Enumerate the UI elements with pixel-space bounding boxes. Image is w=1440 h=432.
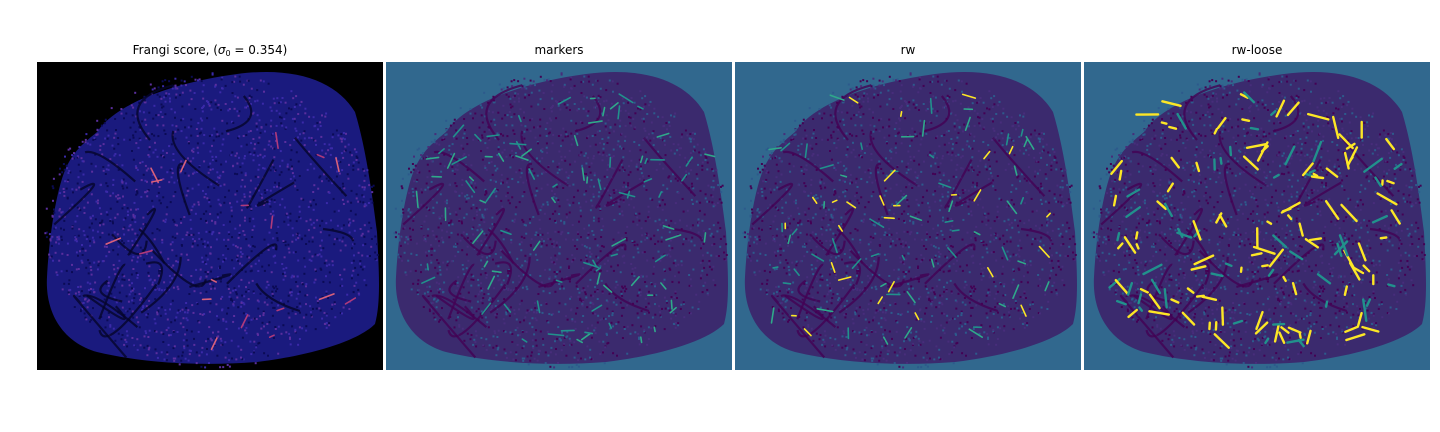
- highlight-streaks: [1108, 91, 1403, 349]
- frangi-score-image: [37, 62, 383, 370]
- frangi-title-suffix: = 0.354): [230, 43, 288, 57]
- frangi-title-subscript: 0: [225, 49, 231, 58]
- rw-canvas: [735, 62, 1081, 370]
- tissue-blob: [46, 71, 380, 364]
- speckle-texture: [742, 72, 1077, 369]
- tissue-blob: [744, 71, 1077, 364]
- highlight-streaks: [105, 131, 357, 351]
- markers-image: [386, 62, 732, 370]
- vessel-curves: [53, 84, 355, 359]
- tissue-blob: [1093, 71, 1426, 364]
- speckle-texture: [44, 72, 379, 369]
- highlight-streaks: [415, 93, 716, 344]
- rw-image: [735, 62, 1081, 370]
- frangi-title-prefix: Frangi score, (: [132, 43, 218, 57]
- vessel-curves: [1100, 84, 1402, 359]
- rw-loose-panel-title: rw-loose: [1231, 43, 1283, 57]
- speckle-texture: [393, 72, 728, 369]
- speckle-texture: [1091, 72, 1426, 369]
- rw-loose-canvas: [1084, 62, 1430, 370]
- vessel-curves: [402, 84, 704, 359]
- frangi-title-sigma: σ: [217, 43, 226, 57]
- markers-panel-title: markers: [534, 43, 584, 57]
- highlight-streaks: [768, 93, 1052, 345]
- frangi-score-canvas: [37, 62, 383, 370]
- rw-loose-image: [1084, 62, 1430, 370]
- tissue-blob: [395, 71, 728, 364]
- markers-canvas: [386, 62, 732, 370]
- rw-panel-title: rw: [900, 43, 916, 57]
- frangi-panel-title: Frangi score, (σ0 = 0.354): [37, 43, 383, 58]
